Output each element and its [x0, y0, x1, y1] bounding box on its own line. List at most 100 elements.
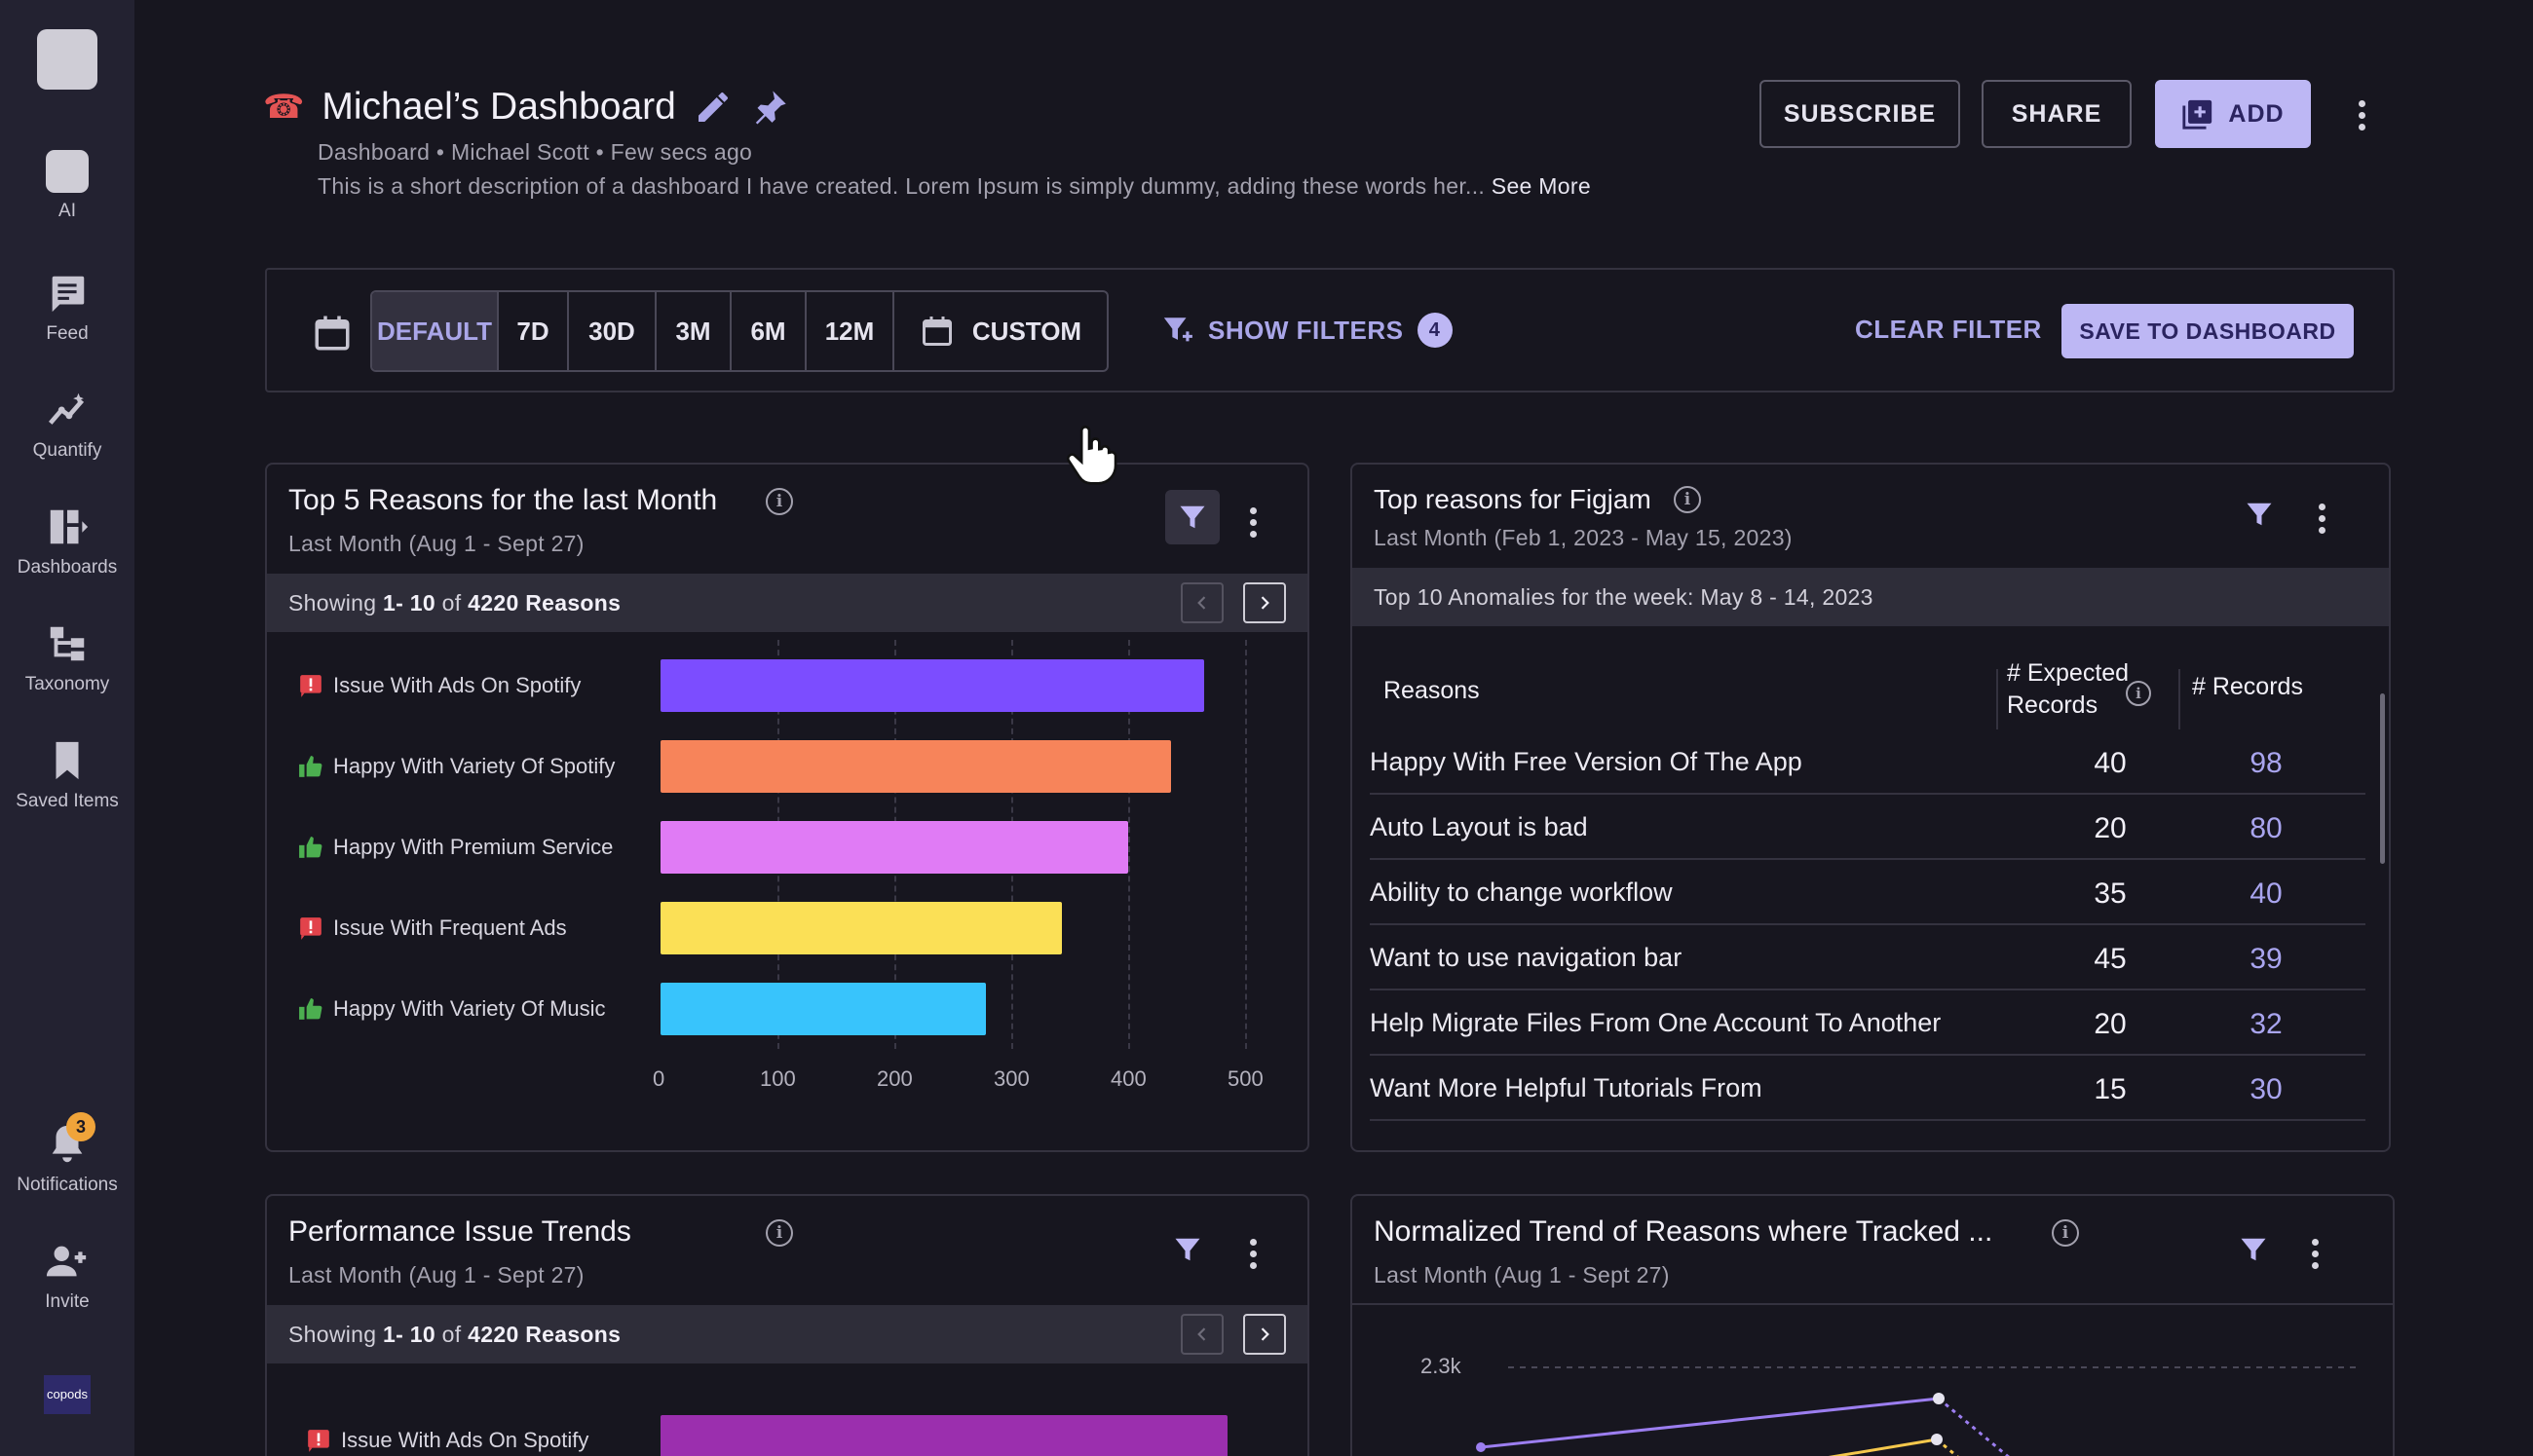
showing-prefix: Showing — [288, 590, 377, 616]
chart-bar[interactable] — [661, 821, 1128, 874]
reasons-bar-chart: 0 100 200 300 400 500 Issue With Ads On Spotif… — [267, 640, 1307, 1146]
save-to-dashboard-button[interactable]: SAVE TO DASHBOARD — [2061, 304, 2354, 358]
card-more-options-icon[interactable] — [1247, 507, 1259, 538]
showing-of: of — [441, 590, 462, 616]
x-tick-label: 400 — [1111, 1066, 1147, 1091]
more-options-icon[interactable] — [2356, 100, 2367, 131]
card-title: Normalized Trend of Reasons where Tracke… — [1374, 1215, 1993, 1248]
cell-reason: Happy With Free Version Of The App — [1370, 747, 1802, 776]
filter-icon[interactable] — [2245, 500, 2274, 529]
table-row[interactable]: Want to use navigation bar 45 39 — [1370, 925, 2365, 990]
sidebar-item-feed[interactable]: Feed — [0, 271, 134, 345]
sidebar-item-taxonomy[interactable]: Taxonomy — [0, 621, 134, 695]
chart-bar[interactable] — [661, 740, 1172, 793]
x-tick-label: 300 — [994, 1066, 1030, 1091]
y-tick-label: 2.3k — [1420, 1354, 1461, 1378]
sidebar-item-label: Quantify — [32, 440, 102, 461]
filter-icon[interactable] — [1173, 1235, 1202, 1264]
sidebar-item-notifications[interactable]: 3 Notifications — [0, 1112, 134, 1196]
alert-icon — [300, 675, 321, 697]
sidebar-item-invite[interactable]: Invite — [0, 1239, 134, 1313]
table-row[interactable]: Auto Layout is bad 20 80 — [1370, 795, 2365, 860]
ai-icon — [46, 150, 89, 193]
chart-bar[interactable] — [661, 1415, 1228, 1456]
card-subtitle: Last Month (Aug 1 - Sept 27) — [288, 531, 585, 556]
table-row[interactable]: Help Migrate Files From One Account To A… — [1370, 990, 2365, 1056]
info-icon[interactable]: i — [2052, 1219, 2079, 1247]
next-page-button[interactable] — [1243, 582, 1286, 623]
info-icon[interactable]: i — [766, 488, 793, 515]
range-12m[interactable]: 12M — [807, 292, 894, 370]
app-logo[interactable] — [37, 29, 97, 90]
table-row[interactable]: Want More Helpful Tutorials From 15 30 — [1370, 1056, 2365, 1121]
edit-icon[interactable] — [694, 88, 733, 127]
sidebar-item-label: AI — [58, 201, 76, 221]
expected-header-line1: # Expected — [2007, 659, 2130, 687]
chevron-right-icon — [1261, 596, 1269, 610]
chevron-left-icon — [1197, 1327, 1206, 1341]
share-button[interactable]: SHARE — [1982, 80, 2132, 148]
info-icon[interactable]: i — [1674, 486, 1701, 513]
dashboards-icon — [50, 509, 89, 544]
sidebar-item-saved-items[interactable]: Saved Items — [0, 738, 134, 812]
dashboard-description: This is a short description of a dashboa… — [318, 173, 1591, 200]
card-more-options-icon[interactable] — [2316, 504, 2327, 534]
card-more-options-icon[interactable] — [2309, 1239, 2321, 1269]
series-line — [1480, 1397, 1940, 1449]
table-scrollbar[interactable] — [2380, 693, 2385, 864]
pagination-strip: Showing 1- 10 of 4220 Reasons — [267, 1305, 1307, 1363]
x-tick-label: 0 — [653, 1066, 665, 1091]
figjam-reasons-card: Top reasons for Figjam i Last Month (Feb… — [1350, 463, 2391, 1152]
pagination-strip: Showing 1- 10 of 4220 Reasons — [267, 574, 1307, 632]
showing-total: 4220 Reasons — [468, 1322, 622, 1347]
show-filters-label: SHOW FILTERS — [1208, 315, 1404, 345]
chart-bar[interactable] — [661, 902, 1062, 954]
prev-page-button[interactable] — [1181, 1314, 1224, 1355]
table-row[interactable]: Happy With Free Version Of The App 40 98 — [1370, 729, 2365, 795]
sidebar-item-quantify[interactable]: Quantify — [0, 388, 134, 462]
chart-bar[interactable] — [661, 983, 986, 1035]
filter-button[interactable] — [1165, 490, 1220, 544]
range-30d[interactable]: 30D — [569, 292, 657, 370]
bar-label-text: Happy With Variety Of Music — [333, 996, 606, 1021]
prev-page-button[interactable] — [1181, 582, 1224, 623]
thumbs-up-icon — [299, 756, 322, 777]
cell-expected: 45 — [2094, 943, 2127, 975]
chart-bar[interactable] — [661, 659, 1204, 712]
x-tick-label: 200 — [877, 1066, 913, 1091]
range-custom[interactable]: CUSTOM — [894, 292, 1107, 370]
sidebar-item-label: Invite — [45, 1291, 90, 1312]
notification-count-badge: 3 — [66, 1112, 95, 1141]
info-icon[interactable]: i — [766, 1219, 793, 1247]
subscribe-button[interactable]: SUBSCRIBE — [1759, 80, 1960, 148]
calendar-icon[interactable] — [312, 313, 353, 354]
showing-range: 1- 10 — [383, 590, 435, 616]
range-3m[interactable]: 3M — [657, 292, 732, 370]
pin-icon[interactable] — [750, 88, 789, 127]
see-more-link[interactable]: See More — [1491, 173, 1591, 199]
clear-filter-button[interactable]: CLEAR FILTER — [1855, 315, 2042, 344]
range-6m[interactable]: 6M — [732, 292, 807, 370]
card-title: Performance Issue Trends — [288, 1215, 631, 1248]
filter-icon[interactable] — [2239, 1235, 2268, 1264]
top-reasons-card: Top 5 Reasons for the last Month i Last … — [265, 463, 1309, 1152]
range-default[interactable]: DEFAULT — [372, 292, 499, 370]
add-box-icon — [2182, 99, 2212, 130]
custom-range-label: CUSTOM — [971, 316, 1082, 346]
card-more-options-icon[interactable] — [1247, 1239, 1259, 1269]
table-row[interactable]: Ability to change workflow 35 40 — [1370, 860, 2365, 925]
column-divider — [2178, 669, 2180, 729]
sidebar-item-ai[interactable]: AI — [0, 150, 134, 222]
card-subtitle: Last Month (Feb 1, 2023 - May 15, 2023) — [1374, 525, 1793, 550]
thumbs-up-icon — [299, 837, 322, 858]
sidebar-item-label: Saved Items — [16, 791, 119, 811]
add-button[interactable]: ADD — [2155, 80, 2311, 148]
next-page-button[interactable] — [1243, 1314, 1286, 1355]
column-header-records: # Records — [2192, 673, 2303, 700]
range-7d[interactable]: 7D — [499, 292, 569, 370]
show-filters-button[interactable]: SHOW FILTERS 4 — [1161, 313, 1453, 348]
sidebar-item-dashboards[interactable]: Dashboards — [0, 504, 134, 579]
bar-label: Issue With Frequent Ads — [298, 915, 567, 941]
info-icon[interactable]: i — [2126, 681, 2151, 706]
filter-icon — [1180, 505, 1205, 529]
